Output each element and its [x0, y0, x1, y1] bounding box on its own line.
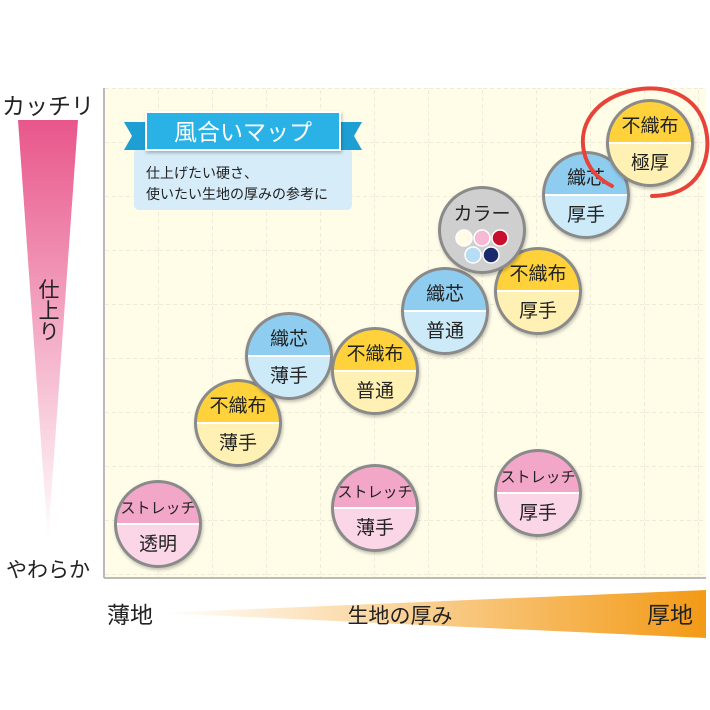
badge-type-label: 不織布	[621, 115, 678, 137]
y-axis-middle-label: 仕上り	[36, 279, 60, 342]
badge-thickness-label: 厚手	[519, 300, 557, 322]
x-axis-right-label: 厚地	[647, 603, 693, 629]
map-banner: 風合いマップ 仕上げたい硬さ、 使いたい生地の厚みの参考に	[124, 111, 362, 210]
x-axis-left-label: 薄地	[107, 603, 153, 629]
badge-thickness-label: 厚手	[567, 204, 605, 226]
softness-gradient-bar	[18, 120, 78, 540]
badge-color: カラー	[438, 186, 526, 274]
badge-color-label: カラー	[453, 203, 510, 225]
badge-thickness-label: 普通	[426, 320, 464, 342]
badge-type-label: ストレッチ	[337, 483, 412, 501]
y-axis-top-label: カッチリ	[2, 94, 94, 120]
color-swatch	[455, 229, 473, 247]
thickness-axis: 薄地 生地の厚み 厚地	[107, 590, 706, 638]
badge-thickness-label: 厚手	[519, 502, 557, 524]
ribbon-right-tail	[340, 122, 362, 150]
banner-line-1: 仕上げたい硬さ、	[146, 166, 258, 182]
badge-type-label: 不織布	[509, 263, 566, 285]
ribbon-left-tail	[124, 122, 146, 150]
color-swatch	[482, 246, 500, 264]
badge-type-label: 織芯	[426, 283, 464, 305]
banner-line-2: 使いたい生地の厚みの参考に	[146, 186, 328, 203]
badge-type-label: 不織布	[209, 395, 266, 417]
color-swatch	[491, 229, 509, 247]
x-axis-middle-label: 生地の厚み	[348, 604, 453, 628]
color-swatch	[464, 246, 482, 264]
banner-note-box	[134, 148, 352, 210]
softness-axis: カッチリ やわらか 仕上り	[2, 94, 94, 582]
thickness-gradient-bar	[160, 590, 706, 638]
badge-thickness-label: 薄手	[219, 432, 257, 454]
badge-thickness-label: 薄手	[356, 517, 394, 539]
y-axis-bottom-label: やわらか	[6, 558, 90, 582]
map-items: ストレッチ透明ストレッチ薄手ストレッチ厚手不織布薄手織芯薄手不織布普通織芯普通不…	[114, 86, 710, 568]
badge-thickness-label: 極厚	[631, 152, 669, 174]
banner-title: 風合いマップ	[174, 120, 312, 146]
badge-type-label: 織芯	[270, 328, 308, 350]
badge-thickness-label: 透明	[139, 533, 177, 555]
badge-thickness-label: 薄手	[270, 365, 308, 387]
ribbon-body	[145, 111, 341, 151]
badge-type-label: 不織布	[346, 343, 403, 365]
color-swatch	[473, 229, 491, 247]
badge-type-label: ストレッチ	[120, 499, 195, 517]
highlight-ring	[580, 86, 710, 198]
badge-type-label: ストレッチ	[500, 468, 575, 486]
badge-thickness-label: 普通	[356, 380, 394, 402]
